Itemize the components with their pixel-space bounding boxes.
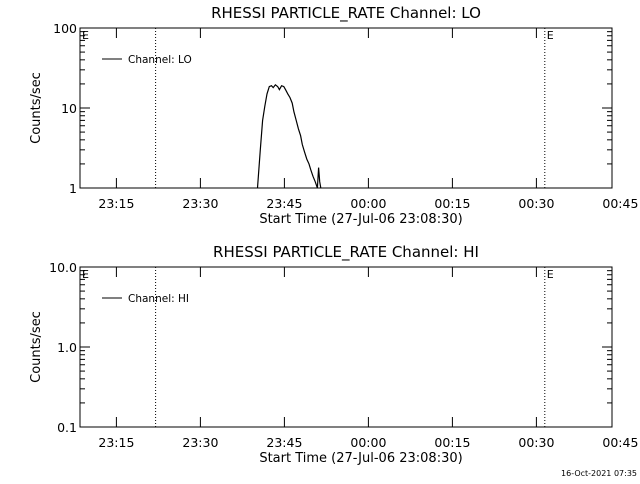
y-tick-label: 1.0	[57, 340, 77, 355]
y-tick-label: 100	[53, 21, 77, 36]
x-tick-label: 23:30	[182, 435, 218, 450]
y-tick-label: 10	[61, 101, 77, 116]
x-axis-label: Start Time (27-Jul-06 23:08:30)	[259, 212, 462, 227]
chart-title: RHESSI PARTICLE_RATE Channel: HI	[213, 243, 479, 262]
chart-panel-1: RHESSI PARTICLE_RATE Channel: HI E E 0.1 1.0…	[29, 243, 638, 466]
series-line-0	[256, 83, 322, 189]
corner-marker: E	[82, 29, 89, 42]
x-tick-label: 23:45	[266, 196, 302, 211]
y-tick-label: 10.0	[49, 260, 77, 275]
x-tick-label: 23:15	[98, 196, 134, 211]
legend-label-0: Channel: LO	[128, 54, 192, 66]
x-tick-label: 00:30	[518, 435, 554, 450]
chart-title: RHESSI PARTICLE_RATE Channel: LO	[211, 4, 481, 23]
footer-timestamp: 16-Oct-2021 07:35	[561, 469, 637, 478]
x-tick-label: 23:45	[266, 435, 302, 450]
event-line-label-1: E	[547, 268, 554, 281]
chart-panel-0: RHESSI PARTICLE_RATE Channel: LO E E 1 10 100…	[29, 4, 638, 227]
y-tick-label: 1	[69, 181, 77, 196]
x-tick-label: 00:15	[434, 435, 470, 450]
x-tick-label: 00:45	[602, 435, 638, 450]
corner-marker: E	[82, 268, 89, 281]
y-tick-label: 0.1	[57, 420, 77, 435]
x-axis-label: Start Time (27-Jul-06 23:08:30)	[259, 451, 462, 466]
y-axis-label: Counts/sec	[29, 311, 44, 383]
x-tick-label: 23:30	[182, 196, 218, 211]
x-tick-label: 00:00	[350, 196, 386, 211]
x-tick-label: 00:45	[602, 196, 638, 211]
y-axis-label: Counts/sec	[29, 72, 44, 144]
x-tick-label: 00:15	[434, 196, 470, 211]
x-tick-label: 23:15	[98, 435, 134, 450]
legend-label-0: Channel: HI	[128, 293, 189, 305]
event-line-label-1: E	[547, 29, 554, 42]
x-tick-label: 00:00	[350, 435, 386, 450]
x-tick-label: 00:30	[518, 196, 554, 211]
